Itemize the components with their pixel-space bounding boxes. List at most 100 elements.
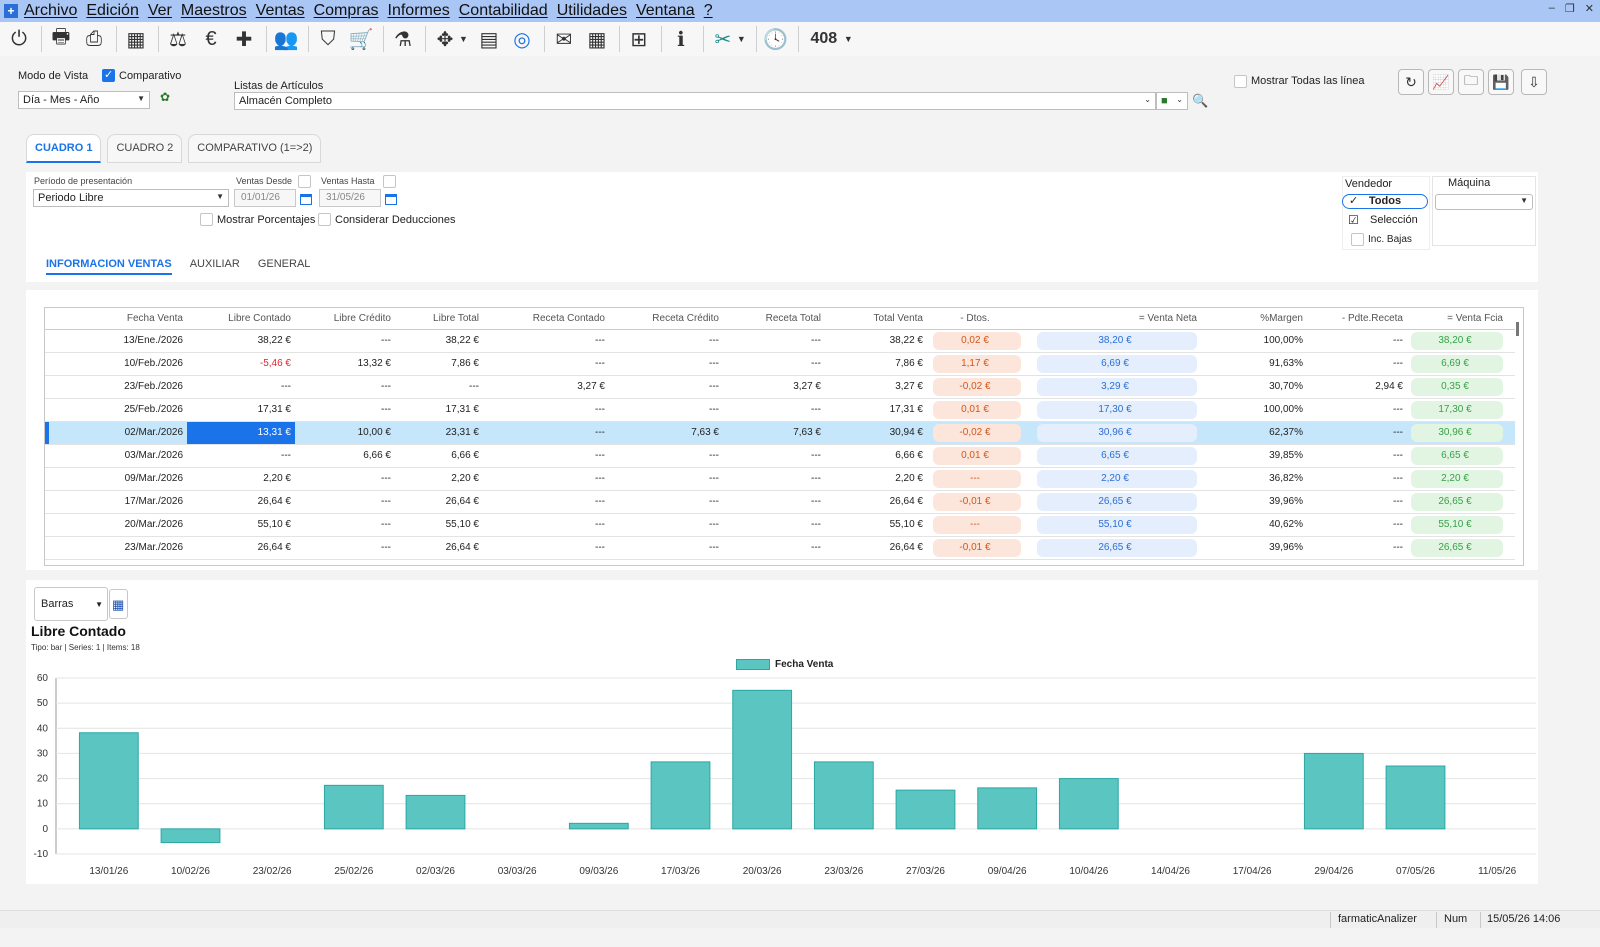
printer-icon[interactable]: 🖶 <box>51 26 71 48</box>
header-libre-credito[interactable]: Libre Crédito <box>333 313 391 324</box>
cell-receta-contado[interactable]: --- <box>595 473 605 484</box>
cell-receta-credito[interactable]: --- <box>709 519 719 530</box>
cell-receta-credito[interactable]: 7,63 € <box>691 427 719 438</box>
table-row[interactable]: 23/Feb./2026 --- --- --- 3,27 € --- 3,27 € 3,27… <box>45 376 1515 399</box>
cell-total-venta[interactable]: 17,31 € <box>889 404 923 415</box>
menu-archivo[interactable]: Archivo <box>24 2 78 19</box>
cell-libre-contado[interactable]: --- <box>281 450 291 461</box>
chart-table-icon[interactable]: ▦ <box>109 589 128 619</box>
info-icon[interactable]: ℹ <box>677 28 685 51</box>
cell-receta-total[interactable]: --- <box>811 473 821 484</box>
cell-margen[interactable]: 40,62% <box>1269 519 1303 530</box>
cell-total-venta[interactable]: 30,94 € <box>889 427 923 438</box>
header-dtos[interactable]: - Dtos. <box>960 313 990 324</box>
cell-dtos[interactable]: -0,02 € <box>933 378 1021 396</box>
cell-receta-total[interactable]: --- <box>811 450 821 461</box>
cell-pdte-receta[interactable]: --- <box>1393 404 1403 415</box>
cell-total-venta[interactable]: 2,20 € <box>895 473 923 484</box>
cell-margen[interactable]: 62,37% <box>1269 427 1303 438</box>
cell-libre-contado[interactable]: --- <box>281 381 291 392</box>
cell-date[interactable]: 20/Mar./2026 <box>124 519 183 530</box>
tab-general[interactable]: GENERAL <box>257 258 311 270</box>
cell-date[interactable]: 02/Mar./2026 <box>124 427 183 438</box>
deductions-checkbox[interactable] <box>318 213 331 226</box>
cell-venta-neta[interactable]: 38,20 € <box>1037 332 1197 350</box>
cell-libre-credito[interactable]: 6,66 € <box>363 450 391 461</box>
clock-icon[interactable]: 🕓 <box>763 28 789 51</box>
cell-venta-fcia[interactable]: 38,20 € <box>1411 332 1503 350</box>
cell-venta-fcia[interactable]: 55,10 € <box>1411 516 1503 534</box>
header-date[interactable]: Fecha Venta <box>126 313 183 324</box>
minimize-icon[interactable]: – <box>1548 2 1555 14</box>
cell-venta-fcia[interactable]: 2,20 € <box>1411 470 1503 488</box>
folder-icon[interactable]: 🗀 <box>1458 69 1484 95</box>
cell-receta-contado[interactable]: --- <box>595 335 605 346</box>
colors-icon[interactable]: ✿ <box>160 90 171 104</box>
tab-comparativo[interactable]: COMPARATIVO (1=>2) <box>188 134 322 163</box>
cell-libre-credito[interactable]: 13,32 € <box>357 358 391 369</box>
cell-libre-contado[interactable]: 26,64 € <box>257 496 291 507</box>
menu-help[interactable]: ? <box>703 2 713 19</box>
cell-libre-contado[interactable]: -5,46 € <box>259 358 291 369</box>
cell-libre-credito[interactable]: --- <box>381 496 391 507</box>
header-total-venta[interactable]: Total Venta <box>873 313 923 324</box>
cell-margen[interactable]: 36,82% <box>1269 473 1303 484</box>
cell-total-venta[interactable]: 3,27 € <box>895 381 923 392</box>
chevron-down-icon[interactable]: ▼ <box>459 34 468 44</box>
cell-dtos[interactable]: 0,01 € <box>933 401 1021 419</box>
cell-receta-contado[interactable]: --- <box>595 358 605 369</box>
cell-libre-total[interactable]: 2,20 € <box>451 473 479 484</box>
tab-cuadro-2[interactable]: CUADRO 2 <box>107 134 183 163</box>
cell-venta-neta[interactable]: 2,20 € <box>1037 470 1197 488</box>
vendor-selection-label[interactable]: Selección <box>1370 214 1418 226</box>
cell-libre-contado[interactable]: 26,64 € <box>257 542 291 553</box>
scale-icon[interactable]: ⚖ <box>169 28 187 51</box>
cell-total-venta[interactable]: 6,66 € <box>895 450 923 461</box>
table-row[interactable]: 10/Feb./2026 -5,46 € 13,32 € 7,86 € --- --- --… <box>45 353 1515 376</box>
cell-venta-fcia[interactable]: 6,65 € <box>1411 447 1503 465</box>
table-row[interactable]: 13/Ene./2026 38,22 € --- 38,22 € --- --- --- 38… <box>45 330 1515 353</box>
header-pdte-receta[interactable]: - Pdte.Receta <box>1341 313 1403 324</box>
shuffle-icon[interactable]: ✂ <box>714 28 732 51</box>
granularity-select[interactable]: Día - Mes - Año ▼ <box>18 91 150 109</box>
cell-venta-neta[interactable]: 26,65 € <box>1037 493 1197 511</box>
cell-receta-total[interactable]: --- <box>811 519 821 530</box>
scrollbar[interactable] <box>1516 322 1519 336</box>
cell-receta-credito[interactable]: --- <box>709 335 719 346</box>
chevron-down-icon[interactable]: ▼ <box>736 34 746 44</box>
cell-pdte-receta[interactable]: --- <box>1393 358 1403 369</box>
from-checkbox[interactable] <box>298 175 311 188</box>
save-icon[interactable]: 💾 <box>1488 69 1514 95</box>
cell-receta-credito[interactable]: --- <box>709 473 719 484</box>
cell-date[interactable]: 09/Mar./2026 <box>124 473 183 484</box>
table-row[interactable]: 03/Mar./2026 --- 6,66 € 6,66 € --- --- --- 6,66… <box>45 445 1515 468</box>
show-percentages-checkbox[interactable] <box>200 213 213 226</box>
cell-margen[interactable]: 39,85% <box>1269 450 1303 461</box>
cell-pdte-receta[interactable]: --- <box>1393 473 1403 484</box>
cell-libre-contado[interactable]: 55,10 € <box>257 519 291 530</box>
menu-maestros[interactable]: Maestros <box>180 2 247 19</box>
table-row[interactable]: 17/Mar./2026 26,64 € --- 26,64 € --- --- --- 26… <box>45 491 1515 514</box>
cell-receta-total[interactable]: 7,63 € <box>793 427 821 438</box>
cell-libre-credito[interactable]: 10,00 € <box>357 427 391 438</box>
bug-icon[interactable]: ✥ <box>436 28 454 51</box>
cell-date[interactable]: 17/Mar./2026 <box>124 496 183 507</box>
cell-libre-total[interactable]: --- <box>469 381 479 392</box>
cell-libre-contado[interactable]: 13,31 € <box>187 422 295 444</box>
cell-pdte-receta[interactable]: --- <box>1393 496 1403 507</box>
cell-receta-contado[interactable]: 3,27 € <box>577 381 605 392</box>
cell-date[interactable]: 23/Feb./2026 <box>124 381 183 392</box>
cell-pdte-receta[interactable]: --- <box>1393 427 1403 438</box>
chart-line-icon[interactable]: 📈 <box>1428 69 1454 95</box>
calendar-icon[interactable] <box>385 194 397 205</box>
header-receta-credito[interactable]: Receta Crédito <box>652 313 719 324</box>
cell-total-venta[interactable]: 38,22 € <box>889 335 923 346</box>
cell-venta-neta[interactable]: 30,96 € <box>1037 424 1197 442</box>
menu-ver[interactable]: Ver <box>147 2 172 19</box>
menu-ventas[interactable]: Ventas <box>255 2 305 19</box>
mail-icon[interactable]: ✉ <box>555 28 573 51</box>
basket-icon[interactable]: ⛉ <box>320 27 336 50</box>
show-all-lines-checkbox[interactable] <box>1234 75 1247 88</box>
cell-receta-total[interactable]: --- <box>811 358 821 369</box>
medkit-icon[interactable]: ✚ <box>235 28 253 51</box>
